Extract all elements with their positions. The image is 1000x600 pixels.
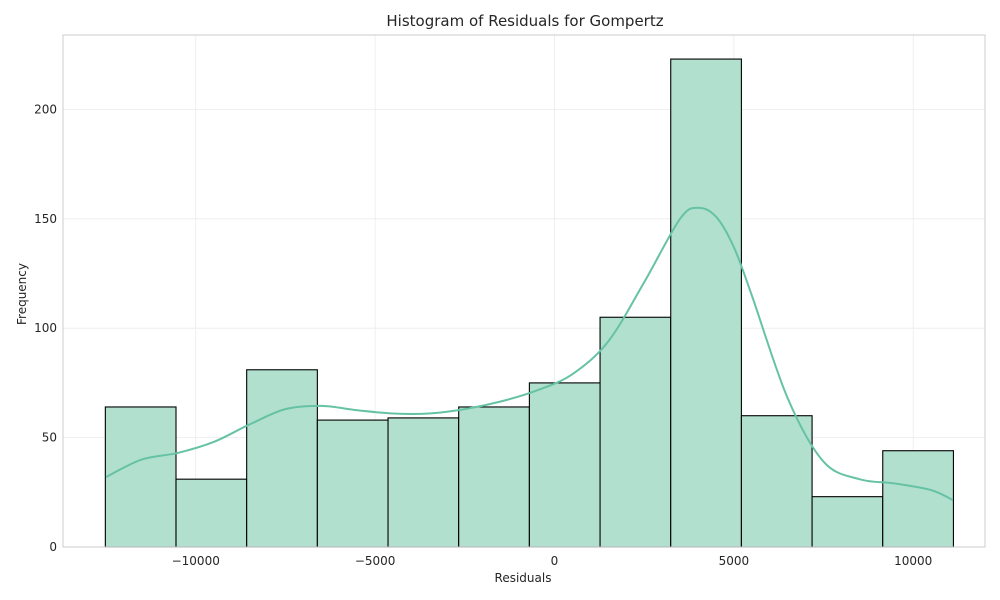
histogram-bar bbox=[670, 58, 742, 548]
histogram-bar bbox=[175, 478, 248, 548]
x-tick-label: 10000 bbox=[894, 554, 932, 568]
histogram-bar bbox=[882, 450, 954, 548]
y-axis-ticks: 0 50 100 150 200 bbox=[34, 102, 57, 554]
y-tick-label: 200 bbox=[34, 102, 57, 116]
histogram-bar bbox=[246, 369, 318, 548]
y-tick-label: 150 bbox=[34, 212, 57, 226]
x-axis-ticks: −10000 −5000 0 5000 10000 bbox=[172, 554, 933, 568]
y-tick-label: 0 bbox=[49, 540, 57, 554]
x-tick-label: 5000 bbox=[719, 554, 750, 568]
chart-title: Histogram of Residuals for Gompertz bbox=[386, 12, 663, 30]
kde-curve bbox=[105, 206, 954, 501]
y-tick-label: 100 bbox=[34, 321, 57, 335]
y-axis-label: Frequency bbox=[15, 263, 29, 325]
histogram-bar bbox=[387, 417, 460, 548]
histogram-bar bbox=[811, 496, 884, 548]
x-tick-label: 0 bbox=[551, 554, 559, 568]
histogram-bar bbox=[740, 415, 813, 548]
histogram-bar bbox=[316, 419, 389, 548]
x-axis-label: Residuals bbox=[495, 571, 552, 585]
plot-frame bbox=[62, 34, 986, 548]
x-tick-label: −5000 bbox=[355, 554, 396, 568]
x-tick-label: −10000 bbox=[172, 554, 220, 568]
histogram-bar bbox=[458, 406, 530, 548]
y-tick-label: 50 bbox=[42, 431, 57, 445]
histogram-bar bbox=[528, 382, 601, 548]
histogram-bar bbox=[104, 406, 177, 548]
histogram-bars bbox=[104, 58, 954, 548]
histogram-bar bbox=[599, 316, 672, 548]
